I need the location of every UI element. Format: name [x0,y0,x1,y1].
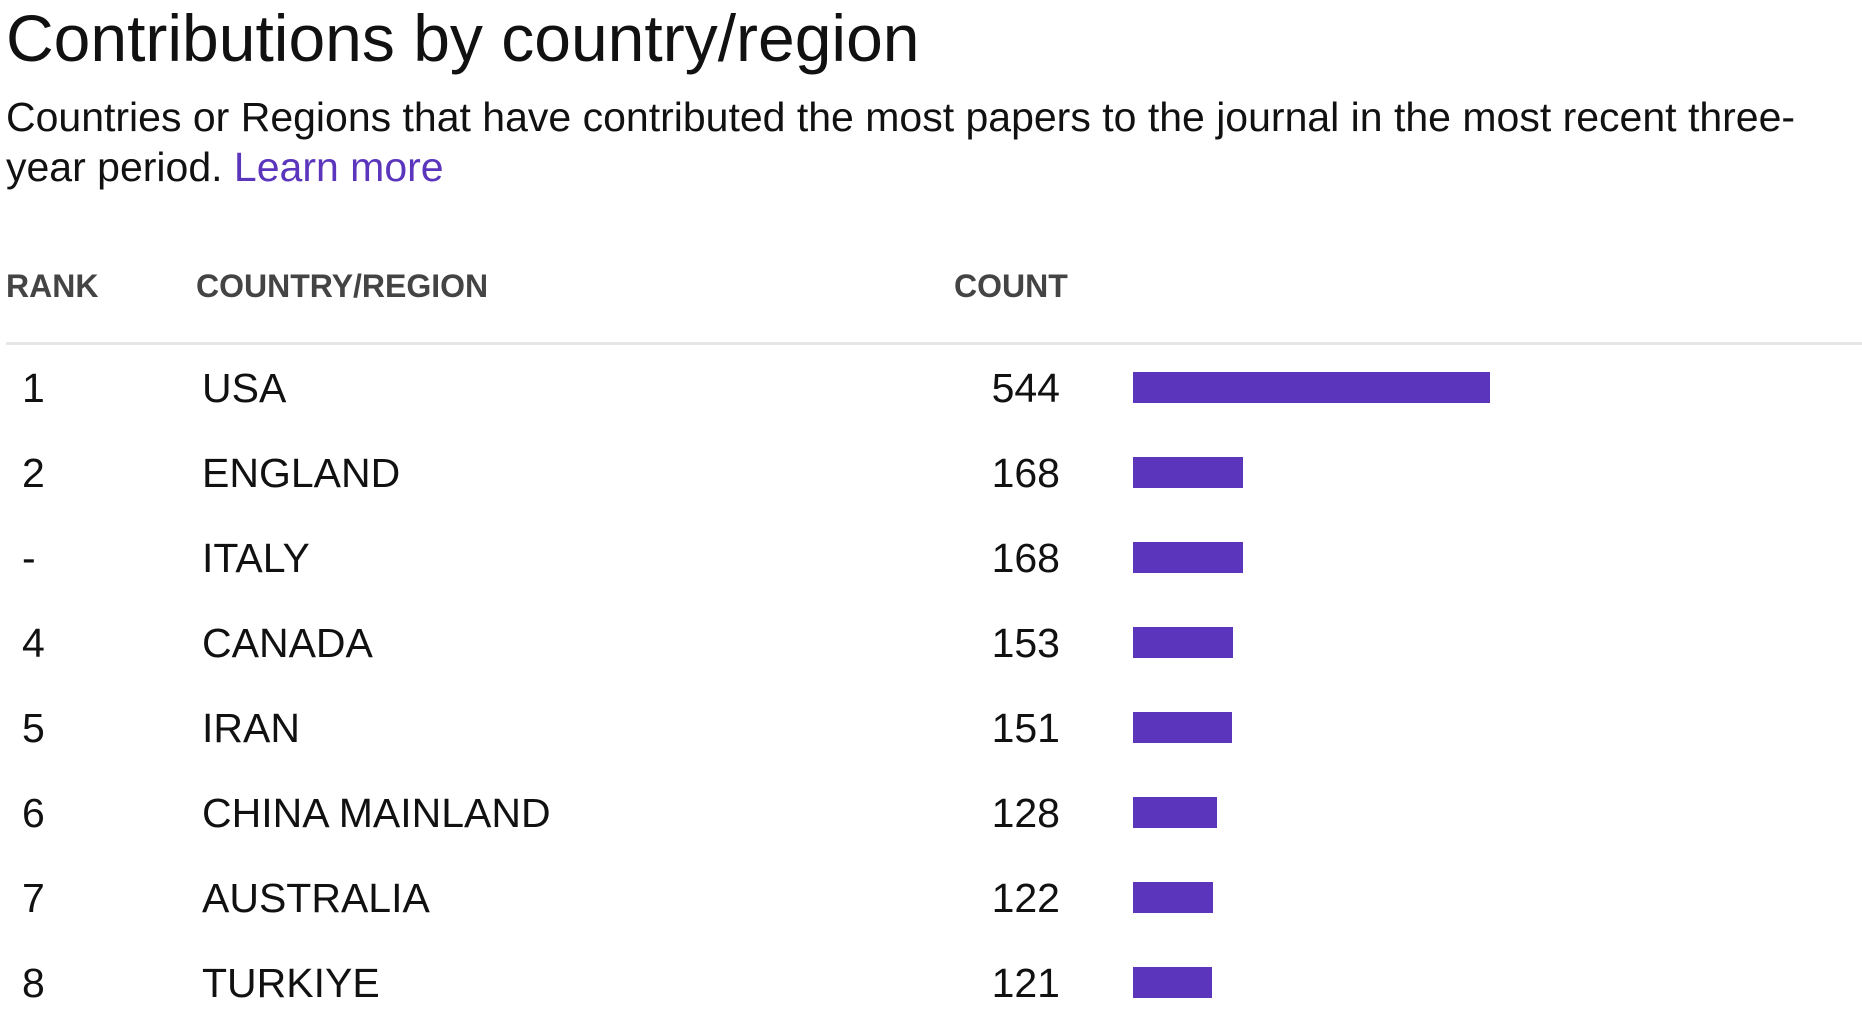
bar [1133,457,1244,488]
country: ENGLAND [202,450,401,496]
bar [1133,542,1244,573]
bar [1133,882,1214,913]
column-header: RANK [6,268,99,304]
column-header: COUNTRY/REGION [196,268,489,304]
count: 153 [991,620,1060,666]
rank: 1 [22,365,45,411]
count: 544 [991,365,1060,411]
column-header: COUNT [954,268,1068,304]
count: 121 [991,960,1060,1006]
count: 168 [991,535,1060,581]
country: TURKIYE [202,960,380,1006]
country: ITALY [202,535,310,581]
bar [1133,627,1234,658]
rank: 8 [22,960,45,1006]
bar [1133,797,1217,828]
country: AUSTRALIA [202,875,430,921]
bar [1133,967,1213,998]
count: 128 [991,790,1060,836]
learn-more-link[interactable]: Learn more [233,144,444,190]
subtitle-text: Countries or Regions that have contribut… [6,94,1796,190]
count: 122 [991,875,1060,921]
rank: 4 [22,620,45,666]
rank: - [22,535,36,581]
count: 151 [991,705,1060,751]
subtitle: Countries or Regions that have contribut… [6,92,1856,192]
count: 168 [991,450,1060,496]
bar [1133,712,1233,743]
rank: 6 [22,790,45,836]
country: USA [202,365,287,411]
country: IRAN [202,705,300,751]
rank: 5 [22,705,45,751]
country: CHINA MAINLAND [202,790,551,836]
header-separator [6,342,1862,345]
rank: 7 [22,875,45,921]
country: CANADA [202,620,373,666]
rank: 2 [22,450,45,496]
bar [1133,372,1490,403]
title: Contributions by country/region [6,1,920,75]
